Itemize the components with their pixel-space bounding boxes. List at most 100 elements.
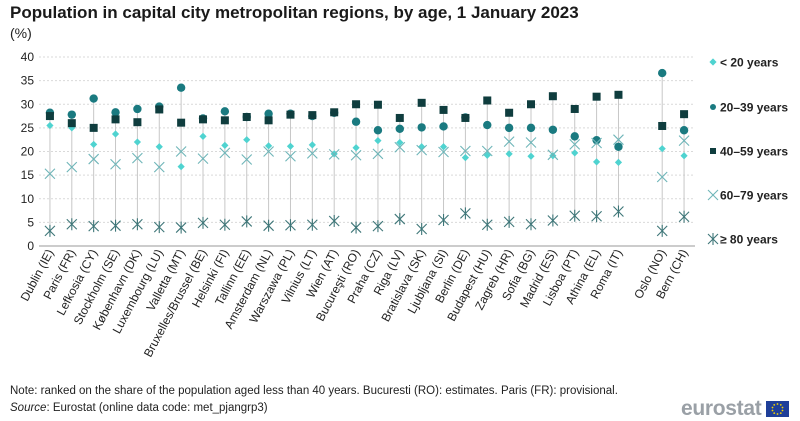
data-point-series-2 bbox=[417, 98, 426, 107]
data-point-series-1 bbox=[658, 68, 667, 78]
data-point-series-1 bbox=[67, 110, 77, 119]
data-point-series-3 bbox=[88, 153, 100, 165]
data-point-series-0 bbox=[46, 121, 54, 130]
data-point-series-4 bbox=[306, 218, 318, 231]
data-point-series-4 bbox=[394, 213, 406, 226]
data-point-series-3 bbox=[44, 168, 56, 180]
data-point-series-3 bbox=[525, 137, 537, 148]
data-point-series-2 bbox=[483, 96, 492, 105]
data-point-series-0 bbox=[505, 150, 513, 158]
data-point-series-2 bbox=[439, 105, 448, 114]
data-point-series-3 bbox=[394, 141, 406, 153]
data-point-series-1 bbox=[176, 83, 186, 92]
data-point-series-3 bbox=[132, 152, 143, 164]
data-point-series-2 bbox=[308, 111, 317, 120]
data-point-series-3 bbox=[219, 147, 231, 159]
data-point-series-3 bbox=[372, 148, 384, 160]
data-point-series-4 bbox=[110, 219, 121, 232]
data-point-series-2 bbox=[461, 113, 470, 122]
data-point-series-4 bbox=[153, 221, 165, 234]
legend-marker bbox=[707, 233, 719, 245]
data-point-series-0 bbox=[286, 142, 295, 150]
logo-text: eurostat bbox=[681, 397, 762, 420]
data-point-series-2 bbox=[352, 100, 361, 109]
data-point-series-2 bbox=[199, 115, 207, 124]
data-point-series-3 bbox=[416, 144, 428, 156]
data-point-series-4 bbox=[613, 205, 624, 218]
data-point-series-2 bbox=[264, 116, 273, 125]
y-tick-label: 0 bbox=[27, 239, 34, 253]
data-point-series-1 bbox=[504, 123, 514, 133]
data-point-series-0 bbox=[90, 140, 98, 149]
data-point-series-4 bbox=[88, 220, 100, 233]
data-point-series-3 bbox=[569, 139, 581, 150]
data-point-series-0 bbox=[374, 137, 382, 145]
data-point-series-1 bbox=[592, 135, 601, 145]
legend-label: 40–59 years bbox=[720, 145, 788, 159]
data-point-series-4 bbox=[132, 218, 143, 231]
data-point-series-0 bbox=[352, 144, 360, 152]
data-point-series-1 bbox=[439, 122, 448, 131]
data-point-series-3 bbox=[175, 146, 187, 157]
legend-marker bbox=[710, 148, 716, 154]
data-point-series-0 bbox=[571, 149, 579, 157]
data-point-series-4 bbox=[219, 218, 231, 231]
data-point-series-3 bbox=[328, 148, 340, 160]
data-point-series-2 bbox=[505, 108, 514, 117]
data-point-series-3 bbox=[438, 146, 449, 158]
data-point-series-2 bbox=[111, 115, 120, 124]
data-point-series-3 bbox=[460, 145, 471, 157]
data-point-series-0 bbox=[199, 132, 207, 140]
data-point-series-1 bbox=[395, 124, 404, 134]
data-point-series-2 bbox=[89, 123, 98, 132]
data-point-series-4 bbox=[416, 222, 428, 235]
data-point-series-1 bbox=[351, 117, 361, 126]
data-point-series-3 bbox=[285, 150, 296, 162]
data-point-series-2 bbox=[242, 113, 251, 122]
data-point-series-4 bbox=[460, 207, 471, 220]
data-point-series-3 bbox=[678, 135, 690, 147]
data-point-series-1 bbox=[133, 104, 142, 114]
y-tick-label: 30 bbox=[21, 97, 35, 111]
data-point-series-4 bbox=[569, 209, 581, 222]
data-point-series-0 bbox=[265, 142, 273, 150]
data-point-series-4 bbox=[372, 220, 384, 233]
data-point-series-4 bbox=[44, 224, 56, 237]
data-point-series-2 bbox=[373, 100, 382, 109]
y-tick-label: 5 bbox=[27, 215, 34, 229]
legend-label: 20–39 years bbox=[720, 101, 788, 115]
data-point-series-1 bbox=[548, 125, 558, 134]
data-point-series-3 bbox=[481, 145, 493, 157]
chart-unit: (%) bbox=[10, 25, 32, 41]
data-point-series-4 bbox=[241, 215, 253, 228]
legend-label: 60–79 years bbox=[720, 189, 788, 203]
data-point-series-1 bbox=[220, 107, 230, 116]
legend-marker bbox=[709, 58, 717, 66]
data-point-series-3 bbox=[656, 171, 668, 183]
data-point-series-4 bbox=[656, 224, 668, 237]
data-point-series-2 bbox=[395, 113, 404, 122]
data-point-series-1 bbox=[111, 108, 120, 117]
data-point-series-3 bbox=[591, 137, 602, 149]
legend-label: < 20 years bbox=[720, 56, 779, 70]
data-point-series-0 bbox=[396, 138, 404, 147]
data-point-series-1 bbox=[483, 120, 492, 130]
data-point-series-2 bbox=[133, 118, 142, 127]
legend-label: ≥ 80 years bbox=[720, 233, 778, 247]
chart-title: Population in capital city metropolitan … bbox=[10, 3, 579, 22]
data-point-series-4 bbox=[678, 210, 690, 223]
data-point-series-1 bbox=[679, 126, 689, 135]
legend-marker bbox=[707, 189, 719, 201]
chart-source: Source: Eurostat (online data code: met_… bbox=[10, 402, 268, 414]
data-point-series-0 bbox=[483, 151, 491, 159]
eurostat-logo[interactable]: eurostat bbox=[681, 397, 790, 421]
data-point-series-4 bbox=[175, 221, 187, 234]
y-tick-label: 35 bbox=[21, 74, 35, 88]
data-point-series-0 bbox=[614, 158, 623, 166]
legend-marker bbox=[710, 104, 716, 110]
data-point-series-1 bbox=[264, 109, 273, 118]
data-point-series-0 bbox=[221, 141, 229, 149]
data-point-series-2 bbox=[592, 92, 601, 101]
y-tick-label: 40 bbox=[21, 50, 35, 64]
